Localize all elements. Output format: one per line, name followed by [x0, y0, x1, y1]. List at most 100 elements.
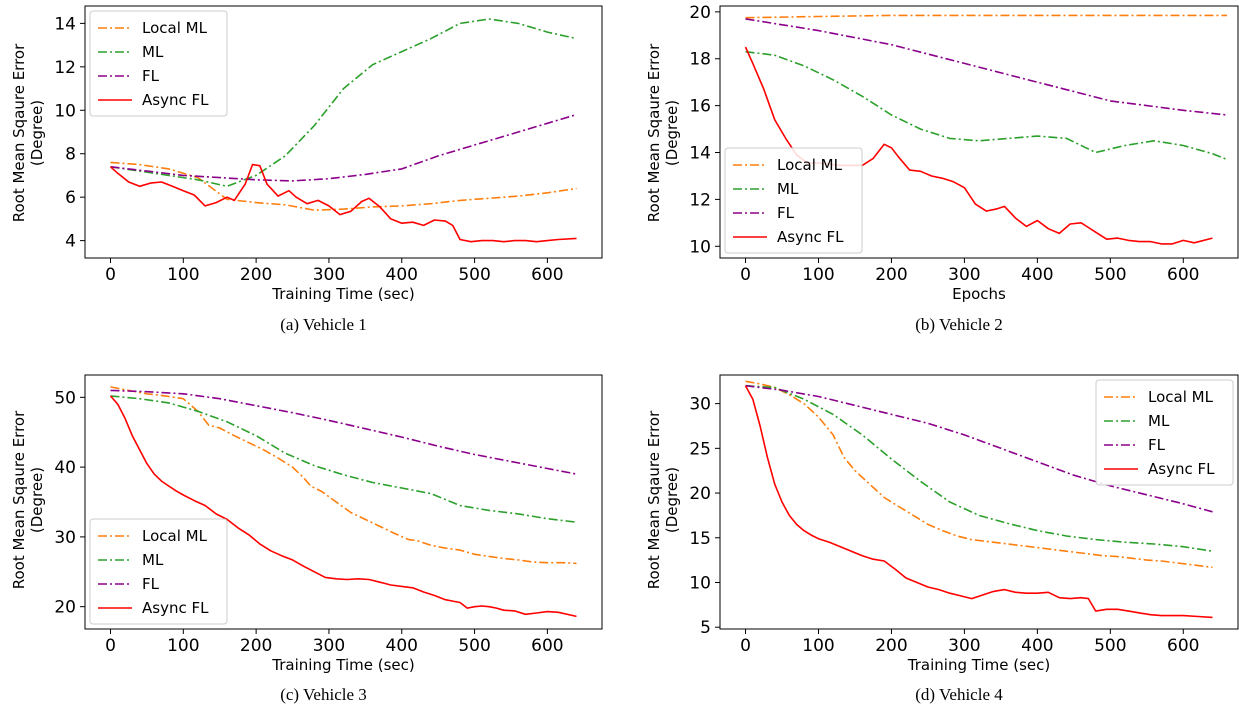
legend-label: Async FL [1148, 460, 1215, 478]
x-tick-label: 600 [1167, 636, 1199, 656]
y-tick-label: 10 [689, 573, 711, 593]
panel-caption: (b) Vehicle 2 [915, 315, 1003, 334]
legend: Local ML ML FL Async FL [1095, 379, 1234, 486]
x-tick-label: 200 [875, 265, 907, 285]
legend-label: Local ML [1148, 388, 1214, 406]
x-tick-label: 500 [1094, 636, 1126, 656]
y-tick-label: 8 [65, 145, 76, 165]
legend-label: Async FL [142, 599, 209, 617]
legend-label: ML [142, 551, 164, 569]
axes-frame [84, 5, 603, 259]
legend-box [724, 147, 863, 254]
x-tick-label: 600 [531, 636, 563, 656]
y-axis-label: Root Mean Sqaure Error(Degree) [645, 43, 681, 222]
legend-label: ML [142, 43, 164, 61]
x-tick-label: 300 [948, 265, 980, 285]
chart-panel-2: 0 100 200 300 400 500 600 10 12 14 16 18 20 Epochs Roo… [645, 3, 1239, 334]
x-tick-label: 500 [458, 265, 490, 285]
y-axis-label: Root Mean Sqaure Error(Degree) [10, 43, 46, 222]
x-tick-label: 200 [875, 636, 907, 656]
x-tick-label: 500 [1094, 265, 1126, 285]
series-line-fl [745, 384, 1213, 513]
legend-label: Async FL [142, 91, 209, 109]
series-line-local-ml [110, 161, 577, 211]
x-tick-label: 100 [167, 636, 199, 656]
y-tick-label: 20 [689, 484, 711, 504]
panel-caption: (a) Vehicle 1 [280, 315, 367, 334]
x-tick-label: 400 [1021, 265, 1053, 285]
series-line-ml [110, 395, 577, 523]
y-tick-label: 20 [689, 3, 711, 23]
y-tick-label: 25 [689, 439, 711, 459]
x-tick-label: 100 [802, 636, 834, 656]
x-tick-label: 400 [1021, 636, 1053, 656]
series-line-async-fl [744, 385, 1213, 619]
series-line-ml [745, 384, 1213, 552]
y-tick-label: 14 [54, 14, 76, 34]
legend-label: FL [142, 67, 160, 85]
legend-label: FL [142, 575, 160, 593]
series-line-ml [110, 18, 577, 188]
x-tick-label: 300 [313, 265, 345, 285]
x-tick-label: 300 [313, 636, 345, 656]
y-tick-label: 10 [54, 101, 76, 121]
y-tick-label: 6 [65, 188, 76, 208]
legend: Local ML ML FL Async FL [89, 10, 228, 117]
y-tick-label: 30 [689, 395, 711, 415]
chart-panel-1: 0 100 200 300 400 500 600 4 6 8 10 12 14 Training Tim… [10, 5, 603, 334]
y-axis-label: Root Mean Sqaure Error(Degree) [10, 410, 46, 589]
series-line-fl [745, 18, 1228, 116]
x-axis-label: Training Time (sec) [271, 656, 414, 674]
x-tick-label: 600 [531, 265, 563, 285]
y-tick-label: 20 [54, 598, 76, 618]
x-tick-label: 0 [740, 265, 751, 285]
x-tick-label: 300 [948, 636, 980, 656]
y-tick-label: 16 [689, 97, 711, 117]
legend: Local ML ML FL Async FL [89, 518, 228, 625]
x-tick-label: 400 [386, 636, 418, 656]
series-line-fl [110, 389, 577, 475]
x-axis-label: Epochs [952, 285, 1006, 303]
series-line-async-fl [109, 163, 577, 243]
y-tick-label: 40 [54, 458, 76, 478]
series-line-local-ml [110, 386, 577, 565]
y-axis-label: Root Mean Sqaure Error(Degree) [645, 410, 681, 589]
series-line-fl [110, 113, 577, 182]
x-tick-label: 100 [167, 265, 199, 285]
x-tick-label: 400 [386, 265, 418, 285]
y-tick-label: 10 [689, 237, 711, 257]
series-line-local-ml [745, 380, 1213, 569]
legend-box [89, 518, 228, 625]
y-tick-label: 18 [689, 50, 711, 70]
x-tick-label: 100 [802, 265, 834, 285]
y-tick-label: 12 [54, 58, 76, 78]
axes-frame [719, 374, 1239, 630]
axes-frame [719, 5, 1239, 259]
y-tick-label: 30 [54, 528, 76, 548]
legend-label: ML [777, 180, 799, 198]
legend-label: ML [1148, 412, 1170, 430]
legend: Local ML ML FL Async FL [724, 147, 863, 254]
x-tick-label: 0 [105, 636, 116, 656]
legend-label: Local ML [777, 156, 843, 174]
x-tick-label: 0 [740, 636, 751, 656]
x-axis-label: Training Time (sec) [271, 285, 414, 303]
panel-caption: (d) Vehicle 4 [915, 685, 1003, 704]
y-tick-label: 5 [700, 618, 711, 638]
legend-label: Async FL [777, 228, 844, 246]
y-tick-label: 12 [689, 190, 711, 210]
series-line-async-fl [109, 395, 577, 618]
chart-panel-4: 0 100 200 300 400 500 600 5 10 15 20 25 30 Training T… [645, 374, 1239, 704]
x-tick-label: 200 [240, 265, 272, 285]
series-line-ml [745, 50, 1228, 161]
legend-label: Local ML [142, 19, 208, 37]
legend-box [1095, 379, 1234, 486]
legend-box [89, 10, 228, 117]
y-tick-label: 4 [65, 232, 76, 252]
x-tick-label: 500 [458, 636, 490, 656]
legend-label: FL [1148, 436, 1166, 454]
x-axis-label: Training Time (sec) [907, 656, 1050, 674]
legend-label: FL [777, 204, 795, 222]
chart-panel-3: 0 100 200 300 400 500 600 20 30 40 50 Training Time… [10, 374, 603, 704]
